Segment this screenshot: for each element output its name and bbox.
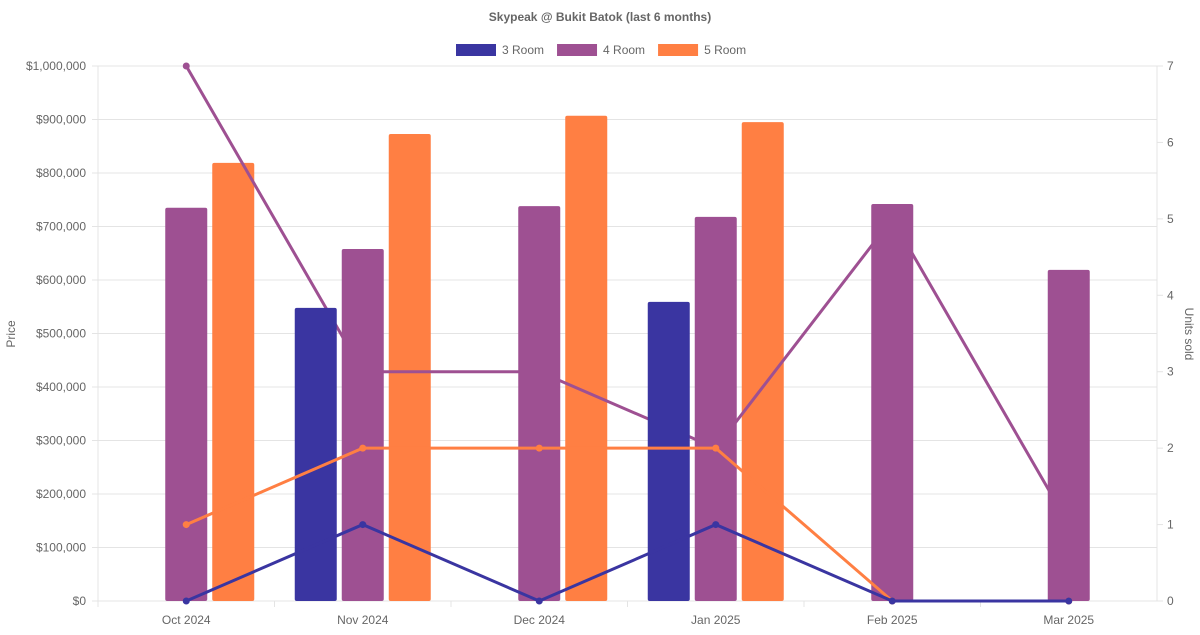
- y-tick-label: $800,000: [36, 166, 86, 180]
- y2-tick-label: 2: [1167, 441, 1174, 455]
- bar-4-room: [871, 204, 914, 601]
- bar-5-room: [741, 122, 784, 602]
- units-point: [712, 444, 720, 452]
- x-tick-label: Feb 2025: [867, 613, 918, 627]
- units-point: [182, 62, 190, 70]
- y-tick-label: $300,000: [36, 434, 86, 448]
- y2-tick-label: 7: [1167, 59, 1174, 73]
- units-point: [1065, 597, 1073, 605]
- y-tick-label: $700,000: [36, 220, 86, 234]
- legend-swatch: [557, 44, 598, 56]
- bar-3-room: [294, 307, 337, 601]
- legend-swatch: [456, 44, 496, 56]
- x-tick-label: Nov 2024: [337, 613, 389, 627]
- y-tick-label: $100,000: [36, 541, 86, 555]
- bar-4-room: [165, 207, 208, 601]
- y-tick-label: $900,000: [36, 113, 86, 127]
- y-tick-label: $600,000: [36, 273, 86, 287]
- y2-tick-label: 5: [1167, 212, 1174, 226]
- y2-tick-label: 3: [1167, 365, 1174, 379]
- bar-4-room: [518, 206, 561, 602]
- legend-label: 4 Room: [603, 43, 645, 57]
- bar-5-room: [388, 133, 431, 601]
- y2-tick-label: 0: [1167, 594, 1174, 608]
- y-tick-label: $500,000: [36, 327, 86, 341]
- legend-label: 3 Room: [502, 43, 544, 57]
- y-tick-label: $1,000,000: [26, 59, 86, 73]
- chart-title: Skypeak @ Bukit Batok (last 6 months): [489, 10, 711, 24]
- units-point: [359, 444, 367, 452]
- units-point: [182, 597, 190, 605]
- units-point: [888, 597, 896, 605]
- x-tick-label: Oct 2024: [162, 613, 211, 627]
- y2-tick-label: 1: [1167, 518, 1174, 532]
- y2-tick-label: 4: [1167, 288, 1174, 302]
- y2-tick-label: 6: [1167, 135, 1174, 149]
- bar-4-room: [341, 248, 384, 601]
- x-tick-label: Dec 2024: [514, 613, 566, 627]
- legend: 3 Room 4 Room 5 Room: [456, 43, 746, 57]
- bar-5-room: [565, 115, 608, 601]
- units-point: [535, 597, 543, 605]
- units-point: [712, 521, 720, 529]
- y-axis-label: Price: [4, 320, 18, 348]
- legend-label: 5 Room: [704, 43, 746, 57]
- units-point: [182, 521, 190, 529]
- x-tick-label: Mar 2025: [1043, 613, 1094, 627]
- bar-3-room: [647, 301, 690, 601]
- y-tick-label: $0: [73, 594, 87, 608]
- bar-4-room: [694, 216, 737, 601]
- y-tick-label: $400,000: [36, 380, 86, 394]
- units-line-3-room: [185, 522, 1069, 603]
- legend-swatch: [658, 44, 699, 56]
- units-point: [359, 521, 367, 529]
- y2-axis-label: Units sold: [1182, 308, 1196, 361]
- bar-5-room: [212, 162, 255, 601]
- units-point: [535, 444, 543, 452]
- x-tick-label: Jan 2025: [691, 613, 741, 627]
- bar-4-room: [1047, 269, 1090, 601]
- y-tick-label: $200,000: [36, 487, 86, 501]
